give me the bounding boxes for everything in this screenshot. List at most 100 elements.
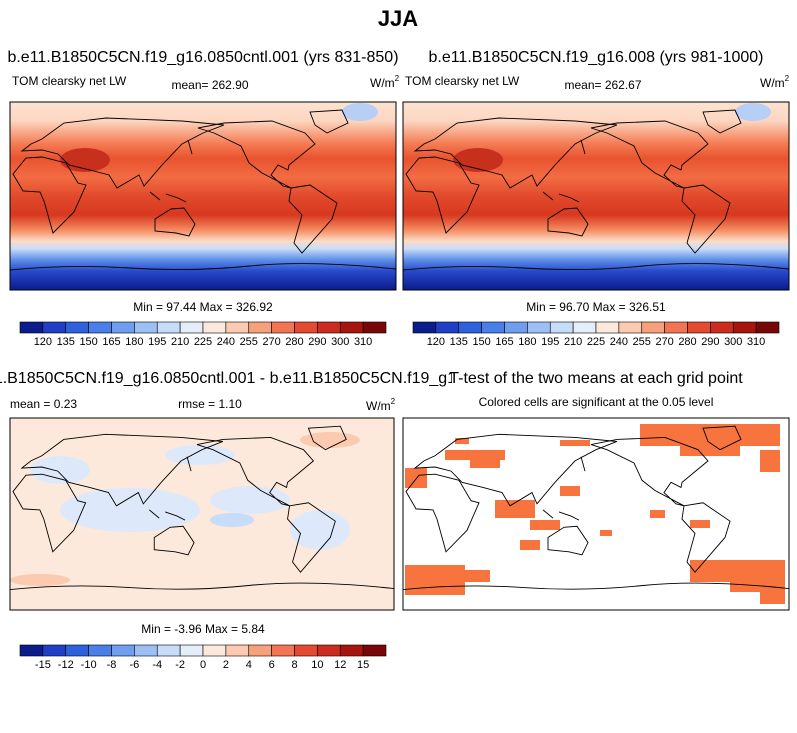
colorbar-label: 2 bbox=[223, 659, 229, 671]
colorbar-box bbox=[527, 321, 551, 334]
units-sup: 2 bbox=[395, 74, 400, 83]
colorbar-label: 120 bbox=[427, 336, 445, 348]
colorbar-box bbox=[225, 321, 250, 334]
colorbar-box bbox=[42, 321, 67, 334]
colorbar-label: 0 bbox=[200, 659, 206, 671]
colorbar-label: 165 bbox=[495, 336, 513, 348]
map-field bbox=[342, 103, 378, 121]
min-max: Min = 97.44 Max = 326.92 bbox=[133, 300, 273, 314]
map-frame bbox=[9, 101, 397, 291]
colorbar-box bbox=[42, 644, 67, 657]
colorbar-box bbox=[317, 321, 341, 334]
colorbar-label: 290 bbox=[701, 336, 719, 348]
colorbar-box bbox=[618, 321, 643, 334]
colorbar-box bbox=[156, 321, 181, 334]
colorbar-box bbox=[225, 644, 250, 657]
colorbar-label: 12 bbox=[334, 659, 346, 671]
colorbar-label: 180 bbox=[518, 336, 536, 348]
colorbar-label: 15 bbox=[357, 659, 369, 671]
colorbar-label: 310 bbox=[354, 336, 372, 348]
units: W/m2 bbox=[366, 397, 396, 413]
colorbar-label: -8 bbox=[107, 659, 117, 671]
units-sup: 2 bbox=[391, 397, 396, 406]
colorbar-box bbox=[755, 321, 780, 334]
colorbar-label: 300 bbox=[724, 336, 742, 348]
colorbar-box bbox=[572, 321, 597, 334]
colorbar-label: 255 bbox=[633, 336, 651, 348]
colorbar-label: 240 bbox=[610, 336, 628, 348]
colorbar-label: -15 bbox=[35, 659, 51, 671]
min-max: Min = 96.70 Max = 326.51 bbox=[526, 300, 666, 314]
colorbar-box bbox=[504, 321, 528, 334]
colorbar-box bbox=[664, 321, 688, 334]
colorbar-box bbox=[248, 644, 272, 657]
colorbar-label: 280 bbox=[678, 336, 696, 348]
colorbar-box bbox=[202, 321, 227, 334]
panel-title: b.e11.B1850C5CN.f19_g16.0850cntl.001 - b… bbox=[0, 370, 496, 387]
panel-mean: mean = 0.23 bbox=[10, 397, 77, 411]
colorbar-box bbox=[111, 644, 135, 657]
title-clip: b.e11.B1850C5CN.f19_g16.0850cntl.001 - b… bbox=[0, 370, 496, 387]
colorbar-box bbox=[248, 321, 272, 334]
colorbar-label: 120 bbox=[34, 336, 52, 348]
colorbar-box bbox=[362, 321, 387, 334]
colorbar-label: -6 bbox=[129, 659, 139, 671]
units-text: W/m bbox=[366, 399, 391, 413]
map-field bbox=[10, 102, 396, 290]
colorbar-box bbox=[65, 644, 89, 657]
colorbar-box bbox=[641, 321, 665, 334]
colorbar-box bbox=[710, 321, 734, 334]
colorbar-box bbox=[134, 644, 158, 657]
colorbar-box bbox=[179, 321, 204, 334]
colorbar-box bbox=[339, 321, 364, 334]
units-text: W/m bbox=[760, 76, 785, 90]
units-text: W/m bbox=[370, 76, 395, 90]
colorbar-label: 195 bbox=[148, 336, 166, 348]
units-sup: 2 bbox=[785, 74, 790, 83]
colorbar-label: 4 bbox=[246, 659, 252, 671]
colorbar-label: 240 bbox=[217, 336, 235, 348]
colorbar: -15 -12 -10 -8 -6 -4 -2 0 2 4 6 8 10 12 15 bbox=[19, 644, 387, 671]
colorbar-label: 225 bbox=[194, 336, 212, 348]
map-field bbox=[735, 103, 771, 121]
colorbar-label: 135 bbox=[57, 336, 75, 348]
colorbar-box bbox=[412, 321, 437, 334]
significant-cells bbox=[405, 424, 785, 604]
colorbar-label: 300 bbox=[331, 336, 349, 348]
colorbar-box bbox=[595, 321, 620, 334]
colorbar-label: 10 bbox=[311, 659, 323, 671]
colorbar-label: 280 bbox=[285, 336, 303, 348]
colorbar-label: 150 bbox=[472, 336, 490, 348]
panel-title: b.e11.B1850C5CN.f19_g16.0850cntl.001 (yr… bbox=[7, 49, 398, 66]
colorbar-label: 210 bbox=[171, 336, 189, 348]
colorbar-box bbox=[481, 321, 505, 334]
colorbar-box bbox=[458, 321, 482, 334]
map-field bbox=[300, 432, 360, 448]
colorbar-box bbox=[179, 644, 204, 657]
colorbar-label: -2 bbox=[175, 659, 185, 671]
colorbar-box bbox=[732, 321, 757, 334]
colorbar-box bbox=[202, 644, 227, 657]
colorbar-label: 165 bbox=[102, 336, 120, 348]
colorbar-label: -4 bbox=[152, 659, 162, 671]
colorbar-label: 255 bbox=[240, 336, 258, 348]
colorbar-box bbox=[362, 644, 387, 657]
colorbar-box bbox=[339, 644, 364, 657]
colorbar-label: 180 bbox=[125, 336, 143, 348]
colorbar-box bbox=[294, 644, 318, 657]
colorbar-label: 135 bbox=[450, 336, 468, 348]
colorbar-label: 290 bbox=[308, 336, 326, 348]
min-max: Min = -3.96 Max = 5.84 bbox=[141, 622, 265, 636]
map-field bbox=[210, 513, 254, 527]
colorbar-label: -10 bbox=[81, 659, 97, 671]
figure-title: JJA bbox=[378, 6, 418, 31]
map-frame bbox=[402, 101, 790, 291]
colorbar-label: 270 bbox=[655, 336, 673, 348]
panel-label: TOM clearsky net LW bbox=[405, 74, 520, 88]
colorbar-label: 310 bbox=[747, 336, 765, 348]
colorbar-label: 270 bbox=[262, 336, 280, 348]
map-field bbox=[403, 102, 789, 290]
colorbar-box bbox=[271, 321, 295, 334]
colorbar-label: 195 bbox=[541, 336, 559, 348]
